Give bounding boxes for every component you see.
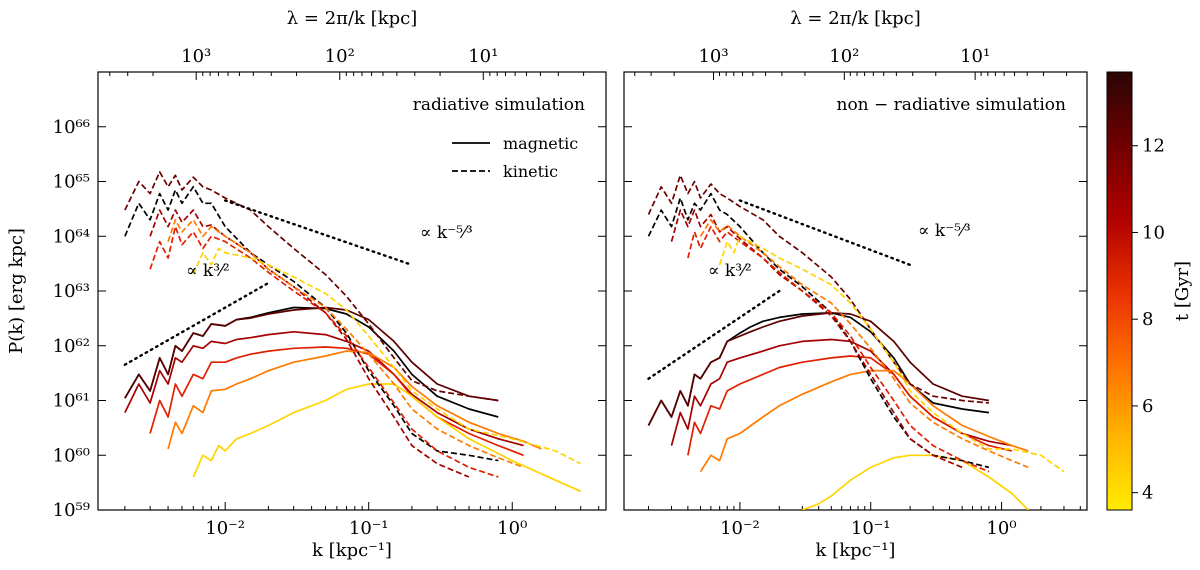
series-line-kinetic-6 xyxy=(124,185,499,462)
series-line-magnetic-3 xyxy=(149,346,524,457)
colorbar-tick-label: 6 xyxy=(1142,396,1153,417)
top-tick-label: 10² xyxy=(325,46,355,67)
colorbar-tick-label: 12 xyxy=(1142,136,1165,157)
y-tick-label: 10⁶¹ xyxy=(53,391,90,412)
colorbar-gradient xyxy=(1106,71,1133,511)
series-line-magnetic-1 xyxy=(124,306,499,402)
top-tick-label: 10¹ xyxy=(960,46,990,67)
y-axis-label: P(k) [erg kpc] xyxy=(6,228,27,354)
plot-area xyxy=(647,174,1065,510)
series-line-kinetic-11 xyxy=(718,235,1065,473)
panel-title: radiative simulation xyxy=(413,95,585,115)
colorbar-tick-label: 4 xyxy=(1142,483,1153,504)
x-axis-label: k [kpc⁻¹] xyxy=(816,540,896,561)
series-line-magnetic-2 xyxy=(670,338,1013,447)
series-line-kinetic-9 xyxy=(149,225,499,478)
legend-magnetic-label: magnetic xyxy=(503,134,578,153)
x-tick-label: 10⁻¹ xyxy=(851,518,891,539)
series-line-magnetic-4 xyxy=(167,350,542,450)
series-line-kinetic-6 xyxy=(647,192,990,469)
series-line-magnetic-3 xyxy=(687,355,1013,456)
top-tick-label: 10³ xyxy=(698,46,728,67)
series-line-kinetic-8 xyxy=(149,209,470,478)
series-line-kinetic-11 xyxy=(192,247,582,465)
top-tick-label: 10³ xyxy=(181,46,211,67)
panel-non-radiative: 10⁻² 10⁻¹ 10⁰ 10³ 10² 10¹ λ = 2π/k [kpc] k [kpc… xyxy=(623,8,1088,561)
top-axis-label: λ = 2π/k [kpc] xyxy=(287,8,417,29)
legend-kinetic-label: kinetic xyxy=(503,162,558,181)
slope-line-k-5-3 xyxy=(223,199,414,267)
y-tick-label: 10⁶⁶ xyxy=(53,117,90,138)
colorbar-label: t [Gyr] xyxy=(1172,261,1193,321)
series-line-magnetic-5 xyxy=(192,383,582,493)
x-tick-label: 10⁰ xyxy=(497,518,527,539)
series-line-kinetic-10 xyxy=(699,218,1029,469)
x-axis-label: k [kpc⁻¹] xyxy=(312,540,392,561)
series-line-magnetic-5 xyxy=(801,454,1029,510)
series-line-magnetic-2 xyxy=(124,330,524,447)
plot-frame xyxy=(623,71,1088,511)
y-tick-label: 10⁶² xyxy=(53,336,90,357)
series-line-kinetic-7 xyxy=(124,171,499,402)
series-line-kinetic-10 xyxy=(167,218,524,469)
slope-line-k-5-3 xyxy=(738,199,912,267)
series-line-magnetic-1 xyxy=(647,311,990,426)
x-tick-label: 10⁻² xyxy=(720,518,760,539)
colorbar-tick-label: 10 xyxy=(1142,222,1165,243)
slope-label-k-5-3: ∝ k⁻⁵⁄³ xyxy=(918,221,971,241)
top-axis-label: λ = 2π/k [kpc] xyxy=(790,8,920,29)
series-line-kinetic-8 xyxy=(670,209,963,469)
y-tick-label: 10⁵⁹ xyxy=(53,500,90,521)
y-tick-label: 10⁶³ xyxy=(53,281,90,302)
colorbar-tick-label: 8 xyxy=(1142,309,1153,330)
y-tick-label: 10⁶⁰ xyxy=(53,445,90,466)
y-tick-label: 10⁶⁴ xyxy=(53,226,90,247)
top-tick-label: 10² xyxy=(829,46,859,67)
slope-label-k-5-3: ∝ k⁻⁵⁄³ xyxy=(420,223,473,243)
slope-label-k-3-2: ∝ k³⁄² xyxy=(708,261,752,281)
slope-line-k-3-2 xyxy=(647,289,781,380)
slope-line-k-3-2 xyxy=(123,281,270,366)
y-tick-label: 10⁶⁵ xyxy=(53,172,90,193)
panel-radiative: 10⁻² 10⁻¹ 10⁰ 10³ 10² 10¹ λ = 2π/k [kpc] k [kpc… xyxy=(6,8,607,561)
legend: magnetic kinetic xyxy=(452,134,578,181)
top-tick-label: 10¹ xyxy=(468,46,498,67)
x-tick-label: 10⁰ xyxy=(986,518,1016,539)
plot-area xyxy=(123,171,582,493)
panel-title: non − radiative simulation xyxy=(837,95,1067,115)
colorbar: 4 6 8 10 12 t [Gyr] xyxy=(1106,71,1193,511)
series-line-kinetic-7 xyxy=(647,174,989,404)
x-tick-label: 10⁻² xyxy=(205,518,245,539)
series-line-magnetic-4 xyxy=(699,369,1029,473)
x-tick-label: 10⁻¹ xyxy=(349,518,389,539)
slope-label-k-3-2: ∝ k³⁄² xyxy=(186,261,230,281)
series-line-kinetic-9 xyxy=(687,225,990,473)
